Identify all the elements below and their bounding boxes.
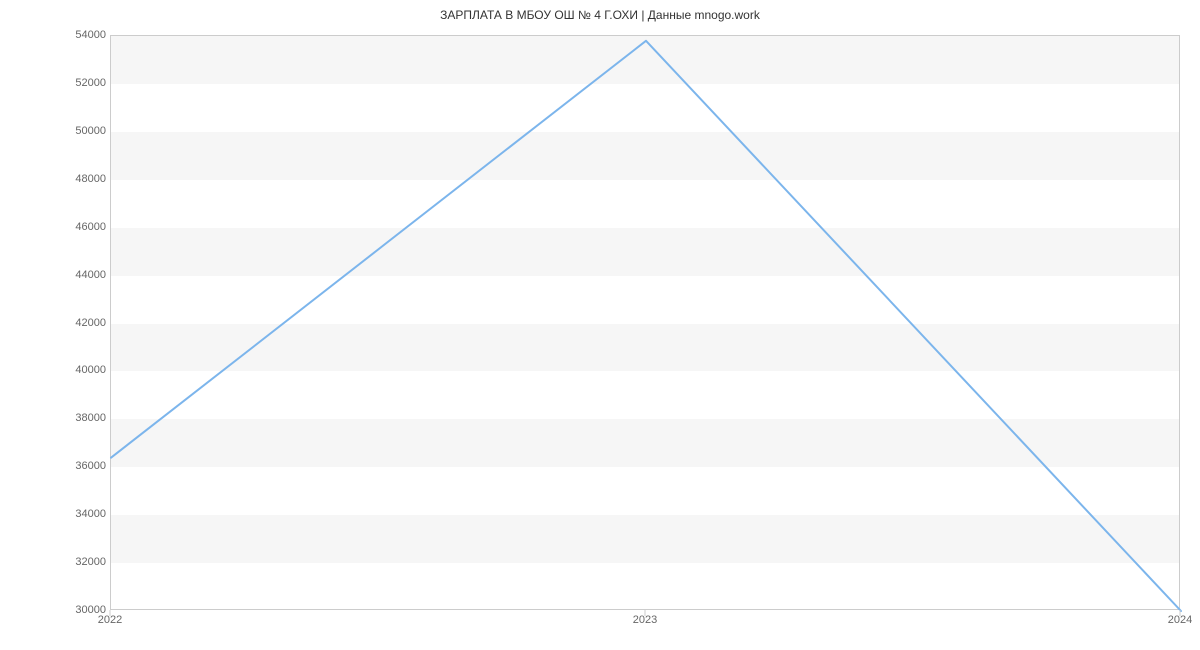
y-tick-label: 50000 xyxy=(6,125,106,137)
y-tick-label: 40000 xyxy=(6,364,106,376)
y-tick-label: 42000 xyxy=(6,317,106,329)
y-tick-label: 54000 xyxy=(6,29,106,41)
y-tick-label: 52000 xyxy=(6,77,106,89)
x-tick-label: 2022 xyxy=(98,614,122,626)
salary-line-chart: ЗАРПЛАТА В МБОУ ОШ № 4 Г.ОХИ | Данные mn… xyxy=(0,0,1200,650)
y-tick-label: 48000 xyxy=(6,173,106,185)
y-tick-label: 36000 xyxy=(6,460,106,472)
plot-area xyxy=(110,35,1180,610)
x-tick-label: 2024 xyxy=(1168,614,1192,626)
line-series xyxy=(111,36,1179,609)
x-tick-label: 2023 xyxy=(633,614,657,626)
y-tick-label: 46000 xyxy=(6,221,106,233)
y-tick-label: 30000 xyxy=(6,604,106,616)
y-tick-label: 38000 xyxy=(6,412,106,424)
y-tick-label: 32000 xyxy=(6,556,106,568)
y-tick-label: 44000 xyxy=(6,269,106,281)
chart-title: ЗАРПЛАТА В МБОУ ОШ № 4 Г.ОХИ | Данные mn… xyxy=(0,8,1200,22)
y-tick-label: 34000 xyxy=(6,508,106,520)
